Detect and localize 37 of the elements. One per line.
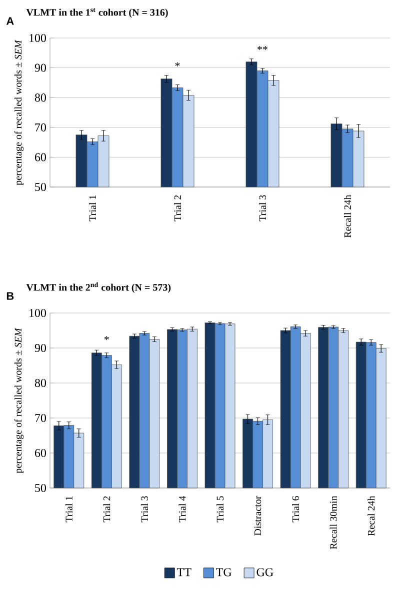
x-tick-label: Recall 30min <box>330 496 337 550</box>
y-tick-label: 90 <box>34 344 46 352</box>
y-axis-title: percentage of recalled words ± SEM <box>14 40 24 186</box>
y-tick-label: 70 <box>35 414 46 422</box>
y-tick-label: 100 <box>30 308 46 318</box>
y-tick-label: 60 <box>34 448 46 458</box>
legend-label: TG <box>216 568 232 576</box>
annotation: * <box>175 62 180 66</box>
y-tick-label: 60 <box>34 153 46 162</box>
y-tick-label: 80 <box>34 378 46 388</box>
text: B <box>6 292 14 300</box>
y-tick-label: 100 <box>30 34 46 42</box>
y-axis-title: percentage of recalled words ± SEM <box>14 328 24 474</box>
legend-label: GG <box>256 568 274 576</box>
x-tick-label: Trial 3 <box>258 195 266 222</box>
x-tick-label: Recal 24h <box>368 496 375 536</box>
y-tick-label: 90 <box>34 64 46 72</box>
x-tick-label: Trial 1 <box>65 496 72 522</box>
x-tick-label: Trial 5 <box>216 496 224 522</box>
y-tick-label: 50 <box>35 182 46 192</box>
y-tick-label: 70 <box>35 123 46 132</box>
x-tick-label: Trial 1 <box>88 195 96 222</box>
x-tick-label: Trial 3 <box>140 496 148 522</box>
chart-title: VLMT in the 1$^{st}$ cohort (N = 316) <box>26 8 168 18</box>
text: A <box>6 17 14 25</box>
annotation: ** <box>258 46 268 50</box>
x-tick-label: Trial 2 <box>174 195 182 222</box>
annotation: * <box>104 336 109 340</box>
x-tick-label: Recall 24h <box>344 194 352 238</box>
x-tick-label: Distractor <box>254 496 262 536</box>
x-tick-label: Trial 2 <box>103 496 110 522</box>
y-tick-label: 50 <box>35 484 46 492</box>
y-tick-label: 80 <box>34 94 46 102</box>
x-tick-label: Trial 4 <box>178 496 186 522</box>
x-tick-label: Trial 6 <box>292 496 300 522</box>
chart-title: VLMT in the 2$^{nd}$ cohort (N = 573) <box>26 282 171 293</box>
legend-label: TT <box>177 568 192 576</box>
